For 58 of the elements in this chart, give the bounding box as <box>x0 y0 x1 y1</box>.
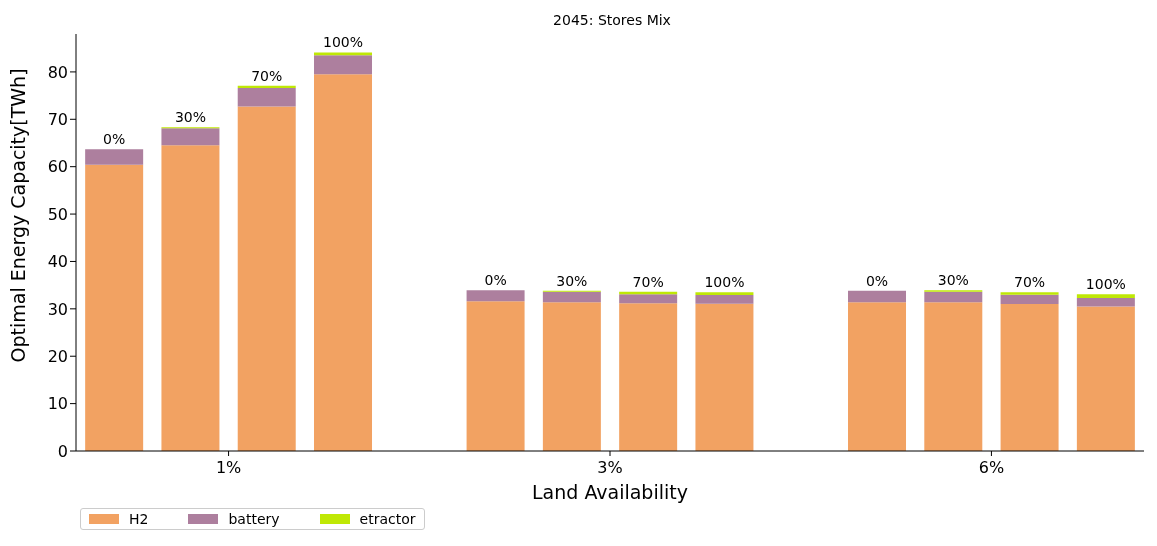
y-tick-label: 10 <box>47 394 68 414</box>
x-tick-label: 100% <box>1085 276 1126 293</box>
bar <box>237 88 296 107</box>
chart-title: 2045: Stores Mix <box>552 12 672 28</box>
bar <box>848 290 907 303</box>
text: 6% <box>978 458 1005 477</box>
bar <box>619 294 678 304</box>
y-axis-title: Optimal Energy Capacity[TWh] <box>6 68 29 363</box>
bar <box>466 290 525 302</box>
x-tick-label: 0% <box>484 272 507 289</box>
y-tick-label: 0 <box>57 441 68 461</box>
text: 3% <box>597 458 623 477</box>
bar <box>1076 294 1135 298</box>
bar <box>619 303 678 451</box>
bar <box>542 291 601 303</box>
bar <box>695 292 754 296</box>
x-tick-label: 70% <box>632 273 664 290</box>
x-tick-label: 30% <box>174 109 206 126</box>
y-tick-label: 60 <box>47 157 68 177</box>
bar <box>314 52 373 56</box>
bar <box>695 295 754 304</box>
bar <box>695 303 754 451</box>
legend-label: H2 <box>129 511 149 527</box>
y-tick-label: 30 <box>47 299 68 319</box>
bar <box>1000 294 1059 305</box>
bar <box>1076 297 1135 307</box>
text: 1% <box>215 458 242 477</box>
x-tick-label: 100% <box>704 274 745 291</box>
y-tick-label: 50 <box>47 204 68 224</box>
x-tick-label: 70% <box>1014 274 1046 291</box>
bar <box>542 302 601 451</box>
bar <box>1076 306 1135 451</box>
bar <box>924 302 983 451</box>
bar <box>85 149 144 165</box>
bar <box>161 128 220 146</box>
bar <box>237 106 296 451</box>
x-tick-label: 100% <box>323 34 364 51</box>
y-tick-label: 20 <box>47 346 68 366</box>
x-axis-title: Land Availability <box>532 481 688 503</box>
y-tick-label: 40 <box>47 252 68 272</box>
x-tick-label: 70% <box>251 67 283 84</box>
bar <box>924 291 983 303</box>
bar <box>466 301 525 451</box>
x-tick-label: 0% <box>865 272 889 289</box>
legend-label: battery <box>228 511 280 527</box>
x-tick-label: 0% <box>103 131 126 148</box>
bar <box>1000 304 1059 451</box>
bar <box>1000 292 1059 295</box>
bar <box>161 145 220 451</box>
bar <box>848 302 907 451</box>
y-tick-label: 80 <box>47 62 68 82</box>
bar <box>314 55 373 75</box>
x-tick-label: 30% <box>937 272 969 289</box>
bar <box>314 74 373 451</box>
y-tick-label: 70 <box>47 109 68 129</box>
legend-label: etractor <box>359 511 416 527</box>
x-tick-label: 30% <box>556 272 588 289</box>
bar <box>85 164 144 451</box>
